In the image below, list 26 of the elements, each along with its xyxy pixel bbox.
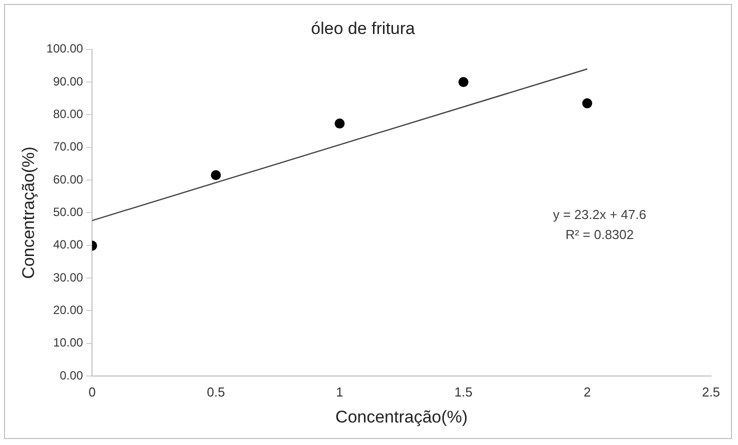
x-tick-label: 2: [584, 384, 591, 400]
y-tick-label: 100.00: [46, 42, 84, 56]
point: [582, 98, 592, 108]
x-axis-title: Concentração(%): [335, 407, 468, 426]
x-tick-label: 0.5: [206, 384, 225, 400]
y-tick-label: 30.00: [53, 270, 84, 284]
chart-title: óleo de fritura: [311, 18, 416, 38]
y-tick-label: 70.00: [53, 140, 84, 154]
y-tick-label: 80.00: [53, 107, 84, 122]
point: [458, 77, 468, 88]
x-tick-label: 1.5: [454, 384, 472, 400]
x-tick-label: 2.5: [702, 384, 720, 400]
annotation: y = 23.2x + 47.6: [552, 207, 646, 222]
y-tick-label: 10.00: [53, 336, 84, 350]
y-tick-label: 20.00: [53, 302, 84, 317]
y-tick-label: 40.00: [53, 238, 84, 252]
point: [334, 118, 345, 129]
y-tick-label: 60.00: [53, 172, 84, 186]
y-tick-label: 0.00: [60, 368, 84, 382]
x-tick-label: 0: [88, 384, 96, 400]
y-tick-label: 50.00: [53, 205, 84, 220]
x-tick-label: 1: [336, 384, 344, 400]
annotation: R² = 0.8302: [565, 227, 634, 242]
y-tick-label: 90.00: [53, 74, 84, 88]
point: [210, 170, 221, 180]
y-axis-title: Concentração(%): [18, 146, 38, 279]
